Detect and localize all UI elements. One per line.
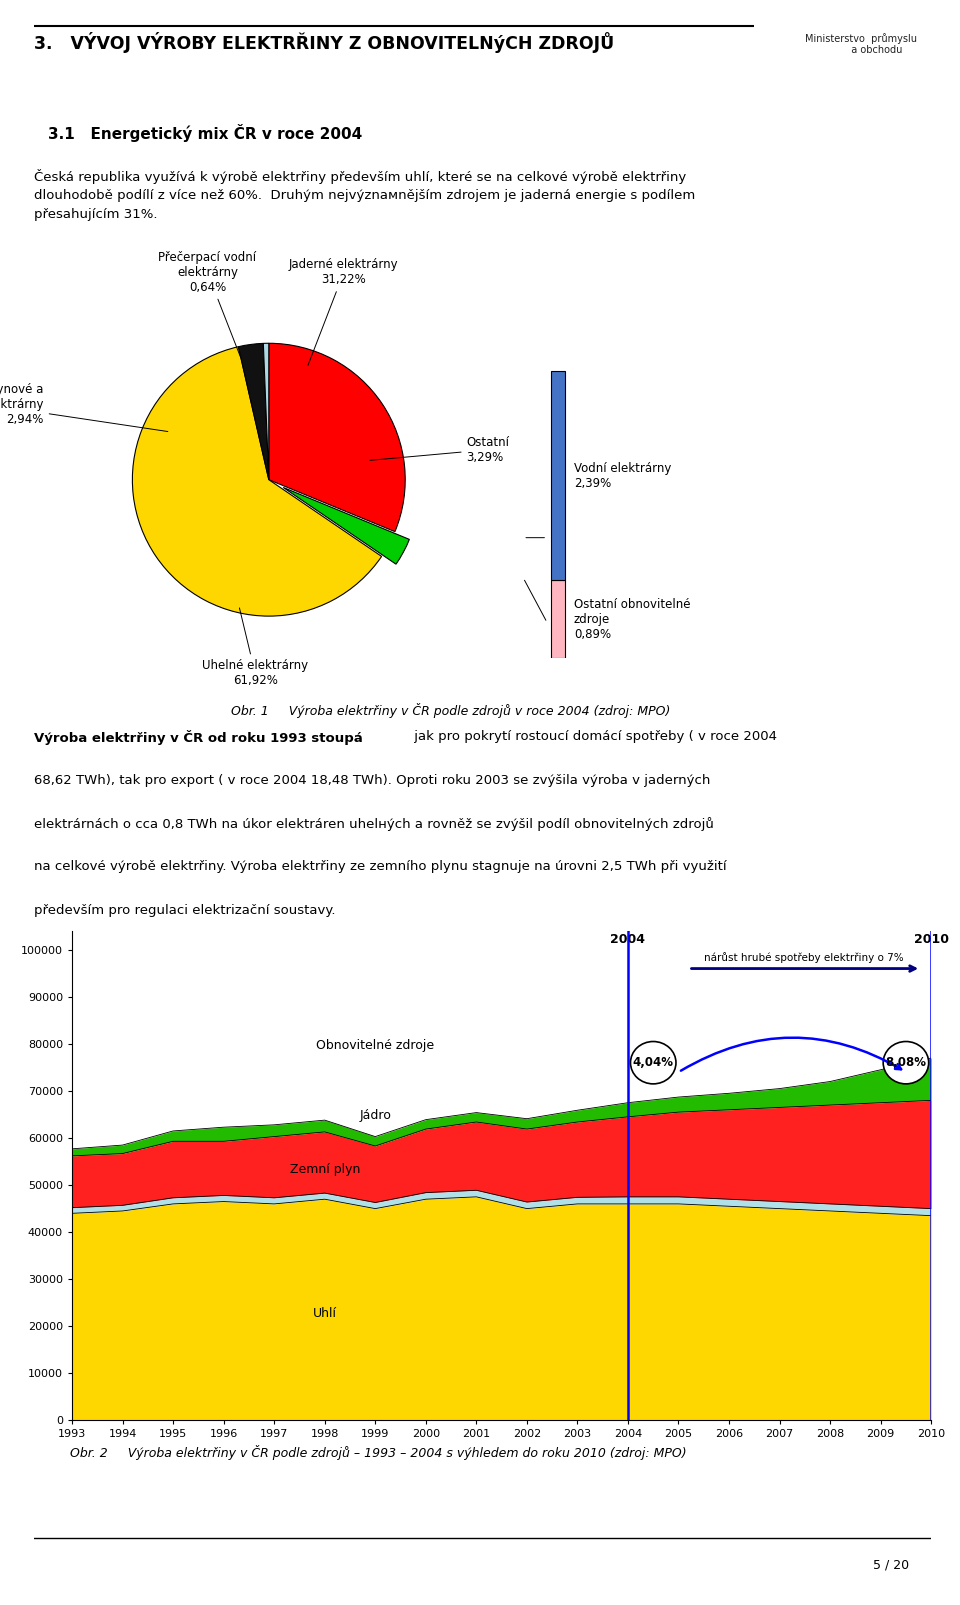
Text: Jaderné elektrárny
31,22%: Jaderné elektrárny 31,22% — [289, 258, 398, 366]
Wedge shape — [269, 343, 405, 531]
Bar — [551, 371, 565, 581]
Text: nárůst hrubé spotřeby elektrřiny o 7%: nárůst hrubé spotřeby elektrřiny o 7% — [704, 953, 903, 963]
Ellipse shape — [631, 1042, 676, 1083]
Wedge shape — [238, 343, 269, 480]
Wedge shape — [283, 488, 409, 565]
Text: Jádro: Jádro — [359, 1109, 391, 1122]
Text: Ministerstvo  průmyslu
          a obchodu: Ministerstvo průmyslu a obchodu — [805, 32, 918, 56]
Text: 3.   VÝVOJ VÝROBY ELEKTRŘINY Z OBNOVITELNýCH ZDROJŮ: 3. VÝVOJ VÝROBY ELEKTRŘINY Z OBNOVITELNý… — [34, 32, 613, 53]
Text: Přečerpací vodní
elektrárny
0,64%: Přečerpací vodní elektrárny 0,64% — [158, 250, 256, 356]
Bar — [551, 581, 565, 658]
Text: především pro regulaci elektrizаční soustavy.: především pro regulaci elektrizаční sous… — [34, 904, 335, 916]
Text: elektrárnách o cca 0,8 TWh na úkor elektráren uhelнých a rovněž se zvýšil podíl : elektrárnách o cca 0,8 TWh na úkor elekt… — [34, 817, 713, 831]
Text: Uhlí: Uhlí — [313, 1306, 337, 1319]
Text: 4,04%: 4,04% — [633, 1056, 674, 1069]
Text: Ostatní
3,29%: Ostatní 3,29% — [370, 435, 510, 464]
Text: Zemní plyn: Zemní plyn — [290, 1164, 360, 1176]
Text: 8,08%: 8,08% — [885, 1056, 926, 1069]
Wedge shape — [263, 343, 269, 480]
Text: 3.1   Energetický mix ČR v roce 2004: 3.1 Energetický mix ČR v roce 2004 — [48, 124, 362, 141]
Text: Obnovitelné zdroje: Obnovitelné zdroje — [316, 1038, 434, 1051]
Text: Obr. 2     Výroba elektrřiny v ČR podle zdrojů – 1993 – 2004 s výhledem do roku : Obr. 2 Výroba elektrřiny v ČR podle zdro… — [69, 1444, 686, 1459]
Text: 5 / 20: 5 / 20 — [873, 1558, 909, 1571]
Text: Uhelné elektrárny
61,92%: Uhelné elektrárny 61,92% — [203, 608, 308, 687]
Text: Vodní elektrárny
2,39%: Vodní elektrárny 2,39% — [574, 462, 671, 490]
Text: Ostatní obnovitelné
zdroje
0,89%: Ostatní obnovitelné zdroje 0,89% — [574, 597, 690, 640]
Wedge shape — [132, 347, 381, 616]
Text: Obr. 1     Výroba elektrřiny v ČR podle zdrojů v roce 2004 (zdroj: MPO): Obr. 1 Výroba elektrřiny v ČR podle zdro… — [231, 703, 670, 717]
Text: 2010: 2010 — [914, 933, 948, 945]
Ellipse shape — [883, 1042, 928, 1083]
Text: 2004: 2004 — [611, 933, 645, 945]
Text: Výroba elektrřiny v ČR od roku 1993 stoupá: Výroba elektrřiny v ČR od roku 1993 stou… — [34, 730, 362, 745]
Text: na celkové výrobě elektrřiny. Výroba elektrřiny ze zemního plynu stagnuje na úro: na celkové výrobě elektrřiny. Výroba ele… — [34, 860, 726, 873]
Text: jak pro pokrytí rostoucí domácí spotřeby ( v roce 2004: jak pro pokrytí rostoucí domácí spotřeby… — [410, 730, 777, 743]
Text: Česká republika využívá k výrobě elektrřiny především uhlí, které se na celkové : Česká republika využívá k výrobě elektrř… — [34, 169, 695, 220]
Text: 68,62 TWh), tak pro export ( v roce 2004 18,48 TWh). Oproti roku 2003 se zvýšila: 68,62 TWh), tak pro export ( v roce 2004… — [34, 774, 710, 786]
Text: Paroplynové a
plynové elektrárny
2,94%: Paroplynové a plynové elektrárny 2,94% — [0, 384, 168, 432]
